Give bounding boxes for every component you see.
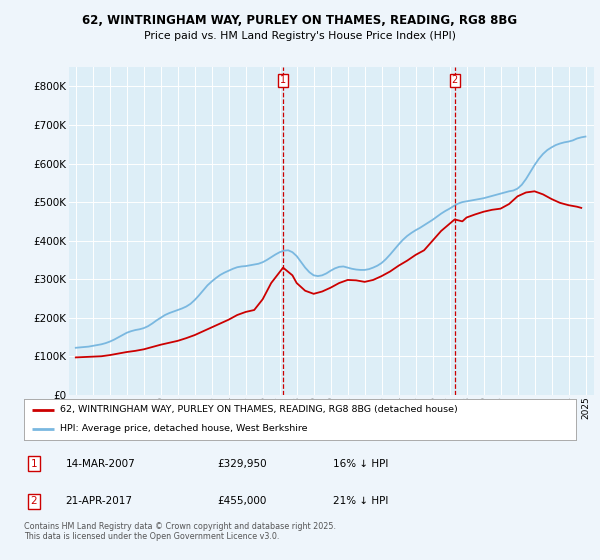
Text: 62, WINTRINGHAM WAY, PURLEY ON THAMES, READING, RG8 8BG (detached house): 62, WINTRINGHAM WAY, PURLEY ON THAMES, R…: [60, 405, 458, 414]
Text: Price paid vs. HM Land Registry's House Price Index (HPI): Price paid vs. HM Land Registry's House …: [144, 31, 456, 41]
Text: Contains HM Land Registry data © Crown copyright and database right 2025.
This d: Contains HM Land Registry data © Crown c…: [24, 522, 336, 542]
Text: 16% ↓ HPI: 16% ↓ HPI: [333, 459, 388, 469]
Text: 2: 2: [452, 75, 458, 85]
Text: £455,000: £455,000: [217, 496, 266, 506]
Text: 21% ↓ HPI: 21% ↓ HPI: [333, 496, 388, 506]
Text: 21-APR-2017: 21-APR-2017: [65, 496, 133, 506]
Text: 1: 1: [280, 75, 286, 85]
Text: HPI: Average price, detached house, West Berkshire: HPI: Average price, detached house, West…: [60, 424, 307, 433]
Text: 14-MAR-2007: 14-MAR-2007: [65, 459, 135, 469]
Text: 1: 1: [31, 459, 37, 469]
Text: £329,950: £329,950: [217, 459, 267, 469]
Text: 62, WINTRINGHAM WAY, PURLEY ON THAMES, READING, RG8 8BG: 62, WINTRINGHAM WAY, PURLEY ON THAMES, R…: [82, 14, 518, 27]
Text: 2: 2: [31, 496, 37, 506]
